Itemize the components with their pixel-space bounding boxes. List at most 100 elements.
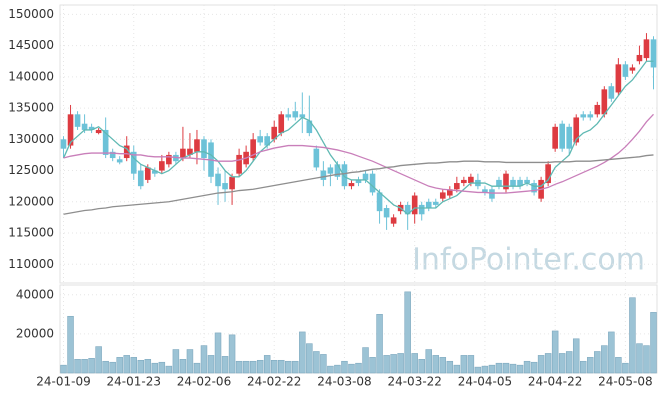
candle-body	[446, 189, 453, 196]
candle-body	[355, 179, 362, 184]
candle-body	[608, 86, 615, 99]
candle-body	[264, 136, 271, 146]
candle-body	[636, 54, 643, 62]
candle-body	[81, 123, 88, 130]
volume-bar	[467, 355, 475, 374]
candle-body	[425, 201, 432, 209]
volume-bar	[249, 360, 257, 374]
y-tick-label: 115000	[8, 226, 54, 240]
candle-body	[482, 189, 488, 193]
candle-body	[194, 139, 200, 152]
volume-bar	[235, 360, 243, 374]
candle-body	[60, 139, 67, 149]
candle-body	[257, 136, 263, 143]
volume-bar	[172, 349, 180, 374]
moving-average-line	[63, 113, 654, 194]
volume-bar	[580, 360, 587, 374]
volume-bar	[411, 353, 418, 374]
candle-body	[180, 148, 186, 159]
candle-body	[376, 192, 383, 212]
volume-bar	[285, 360, 292, 374]
candle-body	[573, 117, 580, 143]
volume-bar	[60, 364, 67, 374]
volume-bar	[200, 345, 208, 374]
candle-body	[383, 208, 390, 218]
candle-body	[271, 126, 278, 140]
volume-bar	[643, 345, 650, 374]
candle-body	[510, 179, 516, 187]
volume-bar	[151, 362, 159, 374]
price-panel	[59, 4, 658, 284]
candle-body	[299, 114, 306, 118]
moving-average-line	[63, 154, 654, 215]
candle-body	[468, 176, 474, 184]
volume-bar	[256, 359, 264, 374]
candle-body	[74, 114, 81, 127]
candle-body	[517, 179, 523, 187]
candle-body	[404, 204, 411, 215]
candle-body	[201, 139, 207, 159]
volume-bar	[179, 359, 187, 374]
volume-bar	[558, 353, 566, 374]
candle-body	[594, 104, 601, 115]
candle-body	[88, 126, 95, 130]
candle-body	[327, 167, 334, 174]
volume-bar	[299, 331, 306, 374]
volume-bar	[137, 359, 145, 374]
candle-body	[566, 126, 573, 149]
candle-body	[629, 67, 636, 71]
volume-bar	[432, 355, 440, 374]
volume-bar	[270, 359, 278, 374]
candle-body	[369, 173, 376, 193]
candle-body	[622, 64, 629, 77]
candle-body	[650, 39, 657, 68]
y-tick-label: 40000	[16, 287, 54, 301]
candle-body	[348, 183, 355, 187]
volume-bar	[587, 357, 594, 374]
y-tick-label: 20000	[16, 326, 54, 340]
volume-bar	[439, 357, 447, 374]
volume-bar	[629, 297, 636, 374]
candle-body	[187, 148, 193, 155]
candle-body	[390, 217, 397, 224]
candle-body	[102, 129, 109, 155]
volume-bar	[306, 343, 313, 374]
candle-body	[123, 145, 130, 159]
volume-bar	[509, 363, 517, 374]
candle-body	[278, 114, 285, 134]
volume-bar	[488, 364, 496, 374]
candle-body	[552, 126, 558, 149]
candle-body	[130, 151, 137, 174]
volume-bar	[123, 355, 130, 374]
volume-bar	[453, 364, 461, 374]
x-tick-label: 24-03-22	[387, 375, 441, 389]
candle-body	[601, 89, 608, 115]
volume-bar	[636, 343, 643, 374]
candle-body	[341, 164, 348, 187]
volume-bar	[348, 363, 355, 374]
volume-bar	[537, 355, 545, 374]
volume-bar	[221, 356, 229, 374]
candle-body	[362, 173, 369, 180]
volume-bar	[460, 355, 468, 374]
volume-bar	[474, 366, 482, 374]
x-tick-label: 24-02-22	[247, 375, 301, 389]
volume-bar	[327, 365, 334, 374]
y-tick-label: 120000	[8, 194, 54, 208]
candle-body	[95, 129, 102, 134]
volume-bar	[81, 359, 88, 374]
volume-bar	[313, 351, 320, 374]
volume-bar	[341, 360, 348, 374]
candle-body	[236, 154, 242, 174]
y-tick-label: 140000	[8, 69, 54, 83]
volume-bar	[390, 354, 397, 374]
candle-body	[137, 170, 144, 187]
volume-bar	[425, 349, 432, 374]
volume-bar	[88, 358, 95, 374]
x-tick-label: 24-01-23	[107, 375, 161, 389]
candle-body	[559, 123, 565, 149]
volume-bar	[622, 362, 629, 374]
candle-body	[545, 164, 551, 184]
candle-body	[292, 111, 299, 118]
volume-bar	[608, 331, 615, 374]
